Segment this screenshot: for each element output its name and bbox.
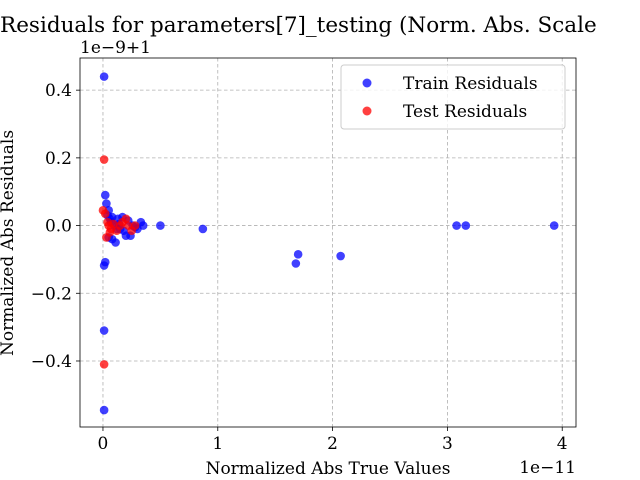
legend: Train Residuals Test Residuals (340, 64, 566, 130)
y-tick-label: 0.0 (45, 217, 72, 237)
train-residual-point (156, 221, 165, 230)
y-tick-label: 0.2 (45, 149, 72, 169)
test-residual-point (130, 221, 140, 230)
test-residual-point (99, 155, 109, 164)
chart-title: Residuals for parameters[7]_testing (Nor… (0, 13, 597, 38)
test-residual-point (99, 360, 109, 369)
train-residual-point (336, 251, 345, 261)
plot-area-frame (79, 57, 577, 428)
data-points (98, 72, 559, 415)
train-residual-point (291, 259, 301, 268)
x-tick-label: 2 (327, 434, 338, 454)
test-residual-point (121, 214, 131, 224)
train-residual-point (461, 221, 471, 230)
y-axis-label: Normalized Abs Residuals (0, 130, 18, 356)
train-residual-point (100, 190, 110, 200)
axis-ticks: 0 1 2 3 4 0.4 0.2 0.0 −0.2 −0.4 (31, 81, 568, 454)
train-residual-point (99, 326, 109, 335)
legend-label-test: Test Residuals (403, 102, 527, 122)
x-tick-label: 3 (442, 434, 453, 454)
train-residual-point (138, 221, 148, 230)
train-residual-point (99, 72, 109, 81)
legend-marker-test (362, 106, 372, 116)
x-tick-label: 4 (557, 434, 568, 454)
test-residual-point (105, 228, 115, 237)
train-residual-point (99, 405, 109, 415)
y-tick-label: −0.4 (31, 352, 72, 372)
y-tick-label: −0.2 (31, 284, 72, 304)
legend-marker-train (362, 78, 372, 88)
train-residual-point (549, 221, 559, 230)
test-residual-point (103, 217, 112, 227)
legend-box (340, 64, 566, 130)
x-tick-label: 1 (212, 434, 223, 454)
train-residual-point (293, 250, 303, 259)
y-tick-label: 0.4 (45, 81, 72, 101)
train-residual-point (100, 257, 110, 267)
x-tick-label: 0 (98, 434, 109, 454)
x-axis-label: Normalized Abs True Values (206, 459, 451, 479)
train-residual-point (198, 224, 208, 234)
legend-label-train: Train Residuals (403, 74, 538, 94)
y-offset-label: 1e−9+1 (80, 38, 151, 58)
test-residual-point (100, 209, 110, 219)
train-residual-point (102, 199, 111, 208)
x-offset-label: 1e−11 (519, 458, 576, 478)
train-residual-point (452, 221, 461, 230)
